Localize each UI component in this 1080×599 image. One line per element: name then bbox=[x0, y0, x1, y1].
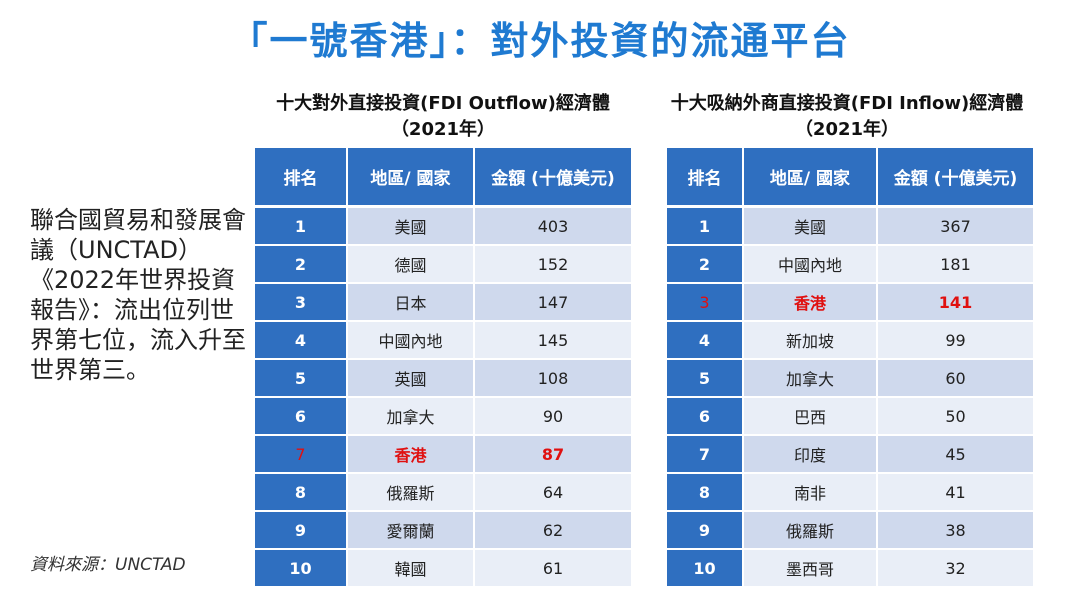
table-row: 9 俄羅斯 38 bbox=[667, 512, 1033, 550]
table-row: 10 墨西哥 32 bbox=[667, 550, 1033, 588]
amount-cell: 147 bbox=[475, 284, 631, 322]
rank-cell: 9 bbox=[255, 512, 348, 550]
region-cell: 墨西哥 bbox=[744, 550, 878, 588]
page-title: 「一號香港」：對外投資的流通平台 bbox=[229, 19, 851, 63]
header-region: 地區/ 國家 bbox=[348, 148, 475, 208]
table-row: 5 英國 108 bbox=[255, 360, 631, 398]
region-cell: 中國內地 bbox=[744, 246, 878, 284]
table-row: 5 加拿大 60 bbox=[667, 360, 1033, 398]
amount-cell: 64 bbox=[475, 474, 631, 512]
rank-cell: 9 bbox=[667, 512, 744, 550]
table-row: 1 美國 403 bbox=[255, 208, 631, 246]
table-row: 1 美國 367 bbox=[667, 208, 1033, 246]
amount-cell: 61 bbox=[475, 550, 631, 588]
rank-cell: 7 bbox=[255, 436, 348, 474]
table-row: 3 日本 147 bbox=[255, 284, 631, 322]
region-cell: 香港 bbox=[744, 284, 878, 322]
outflow-table: 排名 地區/ 國家 金額 (十億美元) 1 美國 403 2 德國 152 3 日本 147 4 中… bbox=[255, 148, 631, 588]
amount-cell: 38 bbox=[878, 512, 1033, 550]
amount-cell: 99 bbox=[878, 322, 1033, 360]
amount-cell: 145 bbox=[475, 322, 631, 360]
outflow-title-line2: （2021年） bbox=[390, 119, 496, 140]
table-row: 2 德國 152 bbox=[255, 246, 631, 284]
header-region: 地區/ 國家 bbox=[744, 148, 878, 208]
region-cell: 俄羅斯 bbox=[744, 512, 878, 550]
region-cell: 中國內地 bbox=[348, 322, 475, 360]
rank-cell: 3 bbox=[255, 284, 348, 322]
amount-cell: 152 bbox=[475, 246, 631, 284]
region-cell: 日本 bbox=[348, 284, 475, 322]
header-rank: 排名 bbox=[255, 148, 348, 208]
region-cell: 巴西 bbox=[744, 398, 878, 436]
table-row: 2 中國內地 181 bbox=[667, 246, 1033, 284]
region-cell: 印度 bbox=[744, 436, 878, 474]
rank-cell: 3 bbox=[667, 284, 744, 322]
region-cell: 俄羅斯 bbox=[348, 474, 475, 512]
table-row: 7 香港 87 bbox=[255, 436, 631, 474]
region-cell: 德國 bbox=[348, 246, 475, 284]
table-header-row: 排名 地區/ 國家 金額 (十億美元) bbox=[667, 148, 1033, 208]
rank-cell: 6 bbox=[667, 398, 744, 436]
amount-cell: 45 bbox=[878, 436, 1033, 474]
inflow-table: 排名 地區/ 國家 金額 (十億美元) 1 美國 367 2 中國內地 181 3 香港 141… bbox=[667, 148, 1033, 588]
amount-cell: 32 bbox=[878, 550, 1033, 588]
rank-cell: 10 bbox=[667, 550, 744, 588]
region-cell: 英國 bbox=[348, 360, 475, 398]
outflow-table-title: 十大對外直接投資(FDI Outflow)經濟體 （2021年） bbox=[255, 91, 631, 143]
rank-cell: 4 bbox=[667, 322, 744, 360]
amount-cell: 90 bbox=[475, 398, 631, 436]
amount-cell: 62 bbox=[475, 512, 631, 550]
region-cell: 南非 bbox=[744, 474, 878, 512]
table-row: 8 南非 41 bbox=[667, 474, 1033, 512]
rank-cell: 7 bbox=[667, 436, 744, 474]
table-row: 10 韓國 61 bbox=[255, 550, 631, 588]
table-row: 3 香港 141 bbox=[667, 284, 1033, 322]
rank-cell: 2 bbox=[255, 246, 348, 284]
rank-cell: 10 bbox=[255, 550, 348, 588]
region-cell: 加拿大 bbox=[348, 398, 475, 436]
rank-cell: 1 bbox=[255, 208, 348, 246]
rank-cell: 4 bbox=[255, 322, 348, 360]
table-row: 9 愛爾蘭 62 bbox=[255, 512, 631, 550]
table-row: 8 俄羅斯 64 bbox=[255, 474, 631, 512]
rank-cell: 8 bbox=[255, 474, 348, 512]
region-cell: 香港 bbox=[348, 436, 475, 474]
region-cell: 加拿大 bbox=[744, 360, 878, 398]
region-cell: 美國 bbox=[348, 208, 475, 246]
rank-cell: 8 bbox=[667, 474, 744, 512]
rank-cell: 1 bbox=[667, 208, 744, 246]
table-row: 6 巴西 50 bbox=[667, 398, 1033, 436]
amount-cell: 367 bbox=[878, 208, 1033, 246]
amount-cell: 50 bbox=[878, 398, 1033, 436]
amount-cell: 108 bbox=[475, 360, 631, 398]
table-row: 7 印度 45 bbox=[667, 436, 1033, 474]
header-amount: 金額 (十億美元) bbox=[475, 148, 631, 208]
rank-cell: 2 bbox=[667, 246, 744, 284]
amount-cell: 60 bbox=[878, 360, 1033, 398]
table-row: 4 新加坡 99 bbox=[667, 322, 1033, 360]
amount-cell: 87 bbox=[475, 436, 631, 474]
rank-cell: 6 bbox=[255, 398, 348, 436]
header-rank: 排名 bbox=[667, 148, 744, 208]
amount-cell: 141 bbox=[878, 284, 1033, 322]
table-row: 4 中國內地 145 bbox=[255, 322, 631, 360]
outflow-title-line1: 十大對外直接投資(FDI Outflow)經濟體 bbox=[276, 93, 610, 114]
table-row: 6 加拿大 90 bbox=[255, 398, 631, 436]
amount-cell: 41 bbox=[878, 474, 1033, 512]
header-amount: 金額 (十億美元) bbox=[878, 148, 1033, 208]
source-note: 資料來源：UNCTAD bbox=[30, 555, 186, 575]
description-text: 聯合國貿易和發展會議（UNCTAD）《2022年世界投資報告》：流出位列世界第七… bbox=[30, 206, 246, 384]
amount-cell: 403 bbox=[475, 208, 631, 246]
region-cell: 新加坡 bbox=[744, 322, 878, 360]
inflow-table-title: 十大吸納外商直接投資(FDI Inflow)經濟體 （2021年） bbox=[661, 91, 1033, 143]
inflow-title-line1: 十大吸納外商直接投資(FDI Inflow)經濟體 bbox=[670, 93, 1024, 114]
table-header-row: 排名 地區/ 國家 金額 (十億美元) bbox=[255, 148, 631, 208]
rank-cell: 5 bbox=[667, 360, 744, 398]
region-cell: 美國 bbox=[744, 208, 878, 246]
amount-cell: 181 bbox=[878, 246, 1033, 284]
rank-cell: 5 bbox=[255, 360, 348, 398]
inflow-title-line2: （2021年） bbox=[794, 119, 900, 140]
region-cell: 韓國 bbox=[348, 550, 475, 588]
region-cell: 愛爾蘭 bbox=[348, 512, 475, 550]
